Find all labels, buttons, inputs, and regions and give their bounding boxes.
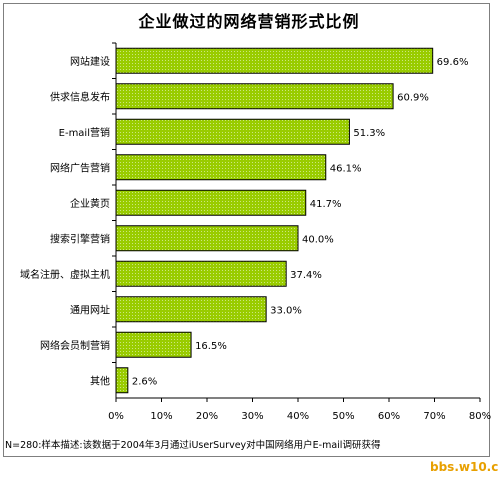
bar bbox=[115, 83, 394, 110]
plot-area: 0% 10% 20% 30% 40% 50% 60% 70% 80% 网站建设 69.6% 供求信息发… bbox=[20, 42, 491, 422]
category-label: 通用网址 bbox=[70, 303, 110, 316]
bar bbox=[115, 189, 307, 216]
category-label: 供求信息发布 bbox=[50, 90, 110, 103]
data-label: 41.7% bbox=[310, 199, 342, 210]
bar bbox=[115, 47, 434, 74]
watermark: bbs.w10.cn bbox=[430, 460, 498, 474]
bar bbox=[115, 225, 299, 252]
category-label: 网络广告营销 bbox=[50, 161, 110, 174]
x-tick-label: 50% bbox=[332, 411, 354, 422]
chart-title: 企业做过的网络营销形式比例 bbox=[138, 12, 360, 31]
x-tick-label: 70% bbox=[423, 411, 445, 422]
x-tick-label: 0% bbox=[108, 411, 124, 422]
category-label: E-mail营销 bbox=[59, 126, 110, 139]
data-label: 40.0% bbox=[302, 234, 334, 245]
bar bbox=[115, 154, 327, 181]
category-label: 网络会员制营销 bbox=[40, 339, 110, 352]
data-label: 33.0% bbox=[270, 305, 302, 316]
data-label: 16.5% bbox=[195, 341, 227, 352]
data-label: 37.4% bbox=[290, 270, 322, 281]
category-label: 企业黄页 bbox=[70, 197, 110, 210]
category-label: 搜索引擎营销 bbox=[50, 232, 110, 245]
data-label: 51.3% bbox=[353, 128, 385, 139]
chart-frame bbox=[3, 3, 490, 457]
bar bbox=[115, 331, 192, 358]
data-label: 69.6% bbox=[437, 57, 469, 68]
category-label: 域名注册、虚拟主机 bbox=[20, 268, 110, 281]
data-label: 60.9% bbox=[397, 92, 429, 103]
data-label: 2.6% bbox=[132, 376, 157, 387]
bar bbox=[115, 367, 129, 394]
x-tick-label: 20% bbox=[196, 411, 218, 422]
category-label: 网站建设 bbox=[70, 55, 110, 68]
x-tick-label: 40% bbox=[287, 411, 309, 422]
x-tick-label: 30% bbox=[241, 411, 263, 422]
category-label: 其他 bbox=[90, 374, 110, 387]
x-tick-label: 60% bbox=[378, 411, 400, 422]
footnote: N=280:样本描述:该数据于2004年3月通过iUserSurvey对中国网络… bbox=[5, 440, 381, 451]
data-label: 46.1% bbox=[330, 163, 362, 174]
bar bbox=[115, 296, 267, 323]
bar bbox=[115, 260, 287, 287]
bar bbox=[115, 118, 350, 145]
x-tick-label: 10% bbox=[150, 411, 172, 422]
x-tick-label: 80% bbox=[469, 411, 491, 422]
